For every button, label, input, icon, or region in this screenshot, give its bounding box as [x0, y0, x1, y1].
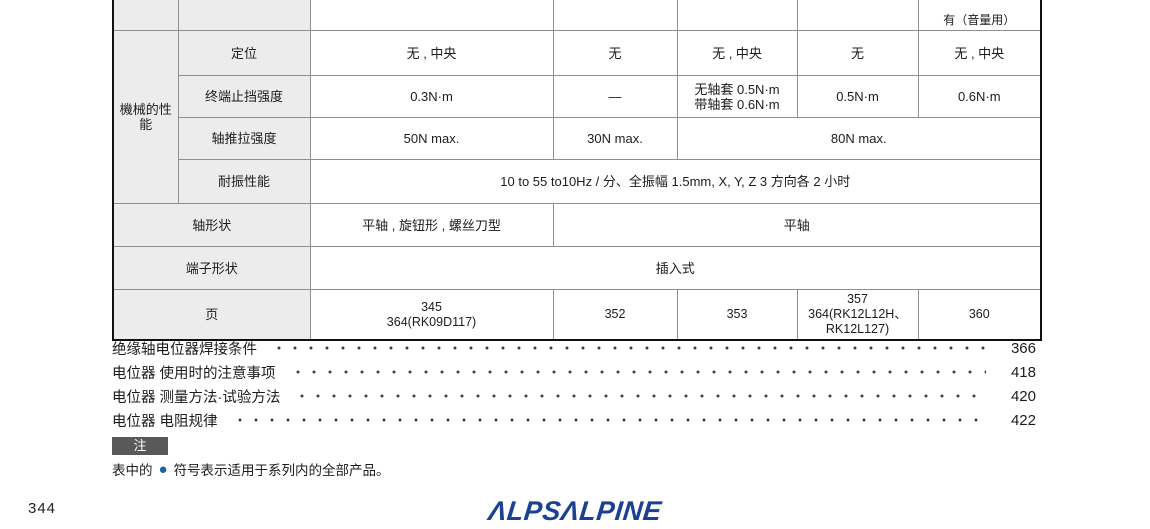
index-link-usage-precautions[interactable]: 电位器 使用时的注意事项 418	[112, 360, 1036, 384]
table-row-push-pull: 轴推拉强度 50N max. 30N max. 80N max.	[113, 117, 1042, 160]
page-number: 344	[28, 500, 57, 517]
cell: 无	[552, 30, 678, 76]
cell: 80N max.	[676, 117, 1042, 160]
index-link-measurement-methods[interactable]: 电位器 测量方法·试验方法 420	[112, 384, 1036, 408]
clipped-cell	[112, 0, 179, 31]
cell: 50N max.	[309, 117, 554, 160]
cell: 30N max.	[552, 117, 678, 160]
dot-leader	[231, 417, 986, 423]
cell: 10 to 55 to10Hz / 分、全振幅 1.5mm, X, Y, Z 3…	[309, 159, 1042, 204]
table-row-clipped: 有（音量用）	[112, 0, 1042, 31]
table-row-shaft-shape: 轴形状 平轴 , 旋钮形 , 螺丝刀型 平轴	[112, 203, 1042, 247]
note-badge: 注	[112, 437, 168, 455]
clipped-cell	[177, 0, 311, 31]
note-prefix: 表中的	[112, 463, 153, 478]
table-row-end-stop: 终端止挡强度 0.3N·m — 无轴套 0.5N·m 带轴套 0.6N·m 0.…	[113, 75, 1042, 118]
cell: 无 , 中央	[309, 30, 554, 76]
index-page-number: 422	[1010, 411, 1036, 429]
table-row-terminal-shape: 端子形状 插入式	[112, 246, 1042, 290]
clipped-cell: 有（音量用）	[917, 0, 1042, 31]
page-ref-cell: 357 364(RK12L12H、 RK12L127)	[796, 289, 919, 341]
row-label: 轴形状	[112, 203, 311, 247]
dot-leader	[294, 393, 986, 399]
index-page-number: 418	[1010, 363, 1036, 381]
spec-table: 有（音量用） 機械的性能 定位 无 , 中央 无 无 , 中央 无 无 , 中央…	[112, 0, 1042, 341]
index-label: 电位器 使用时的注意事项	[112, 365, 276, 382]
blue-dot-icon: ●	[158, 460, 168, 478]
dot-leader	[289, 369, 986, 375]
note-text: 表中的 ● 符号表示适用于系列内的全部产品。	[112, 459, 390, 479]
group-header-mechanical: 機械的性能	[112, 30, 179, 204]
row-label: 耐振性能	[177, 159, 311, 204]
cell: 无	[796, 30, 919, 76]
note-suffix: 符号表示适用于系列内的全部产品。	[173, 463, 390, 478]
cell: 0.3N·m	[309, 75, 554, 118]
index-page-number: 420	[1010, 387, 1036, 405]
row-label: 端子形状	[112, 246, 311, 290]
cell: 无轴套 0.5N·m 带轴套 0.6N·m	[676, 75, 798, 118]
cell: 平轴 , 旋钮形 , 螺丝刀型	[309, 203, 554, 247]
alps-alpine-logo: ΛLPSΛLPINE	[486, 496, 664, 526]
row-label: 页	[112, 289, 311, 341]
index-link-resistance-taper[interactable]: 电位器 电阻规律 422	[112, 408, 1036, 432]
cell: 无 , 中央	[917, 30, 1042, 76]
cell: 0.5N·m	[796, 75, 919, 118]
row-label: 轴推拉强度	[177, 117, 311, 160]
index-label: 电位器 测量方法·试验方法	[112, 389, 281, 406]
page-ref-cell: 353	[676, 289, 798, 341]
clipped-cell	[796, 0, 919, 31]
index-label: 电位器 电阻规律	[112, 413, 218, 430]
table-row-positioning: 機械的性能 定位 无 , 中央 无 无 , 中央 无 无 , 中央	[112, 30, 1042, 204]
table-row-page: 页 345 364(RK09D117) 352 353 357 364(RK12…	[112, 289, 1042, 341]
clipped-cell	[552, 0, 678, 31]
cell: 平轴	[552, 203, 1042, 247]
page-ref-cell: 352	[552, 289, 678, 341]
index-list: 绝缘轴电位器焊接条件 366 电位器 使用时的注意事项 418 电位器 测量方法…	[112, 336, 1036, 432]
index-link-soldering-conditions[interactable]: 绝缘轴电位器焊接条件 366	[112, 336, 1036, 360]
cell: 0.6N·m	[917, 75, 1042, 118]
clipped-cell	[309, 0, 554, 31]
table-row-vibration: 耐振性能 10 to 55 to10Hz / 分、全振幅 1.5mm, X, Y…	[113, 159, 1042, 204]
dot-leader	[271, 345, 986, 351]
page-ref-cell: 345 364(RK09D117)	[309, 289, 554, 341]
index-label: 绝缘轴电位器焊接条件	[112, 341, 257, 358]
clipped-cell	[676, 0, 798, 31]
cell: —	[552, 75, 678, 118]
cell: 无 , 中央	[676, 30, 798, 76]
row-label: 终端止挡强度	[177, 75, 311, 118]
index-page-number: 366	[1010, 339, 1036, 357]
cell: 插入式	[309, 246, 1042, 290]
row-label: 定位	[177, 30, 311, 76]
clipped-cell-text: 有（音量用）	[943, 13, 1016, 27]
page-ref-cell: 360	[917, 289, 1042, 341]
